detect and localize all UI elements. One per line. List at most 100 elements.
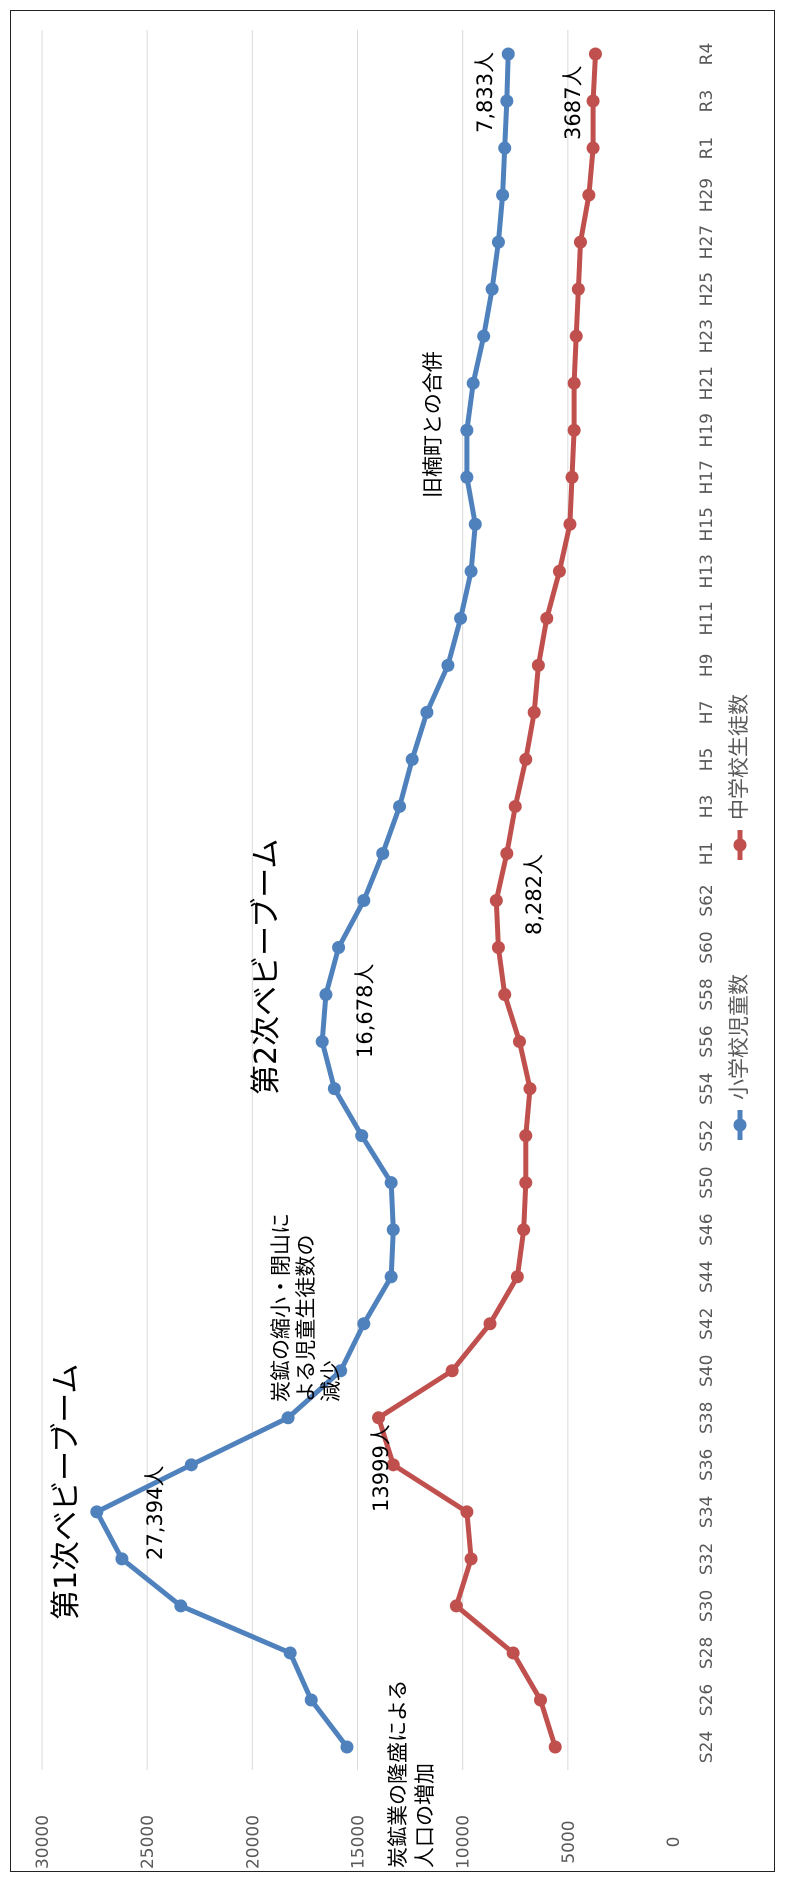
data-point: [281, 1411, 295, 1425]
data-point: [491, 235, 505, 249]
data-point: [327, 1082, 341, 1096]
data-point: [500, 846, 514, 860]
data-point: [569, 329, 583, 343]
annotation-second-peak-middle: 8,282人: [522, 854, 546, 935]
data-point: [483, 1317, 497, 1331]
annotation-coal-boom-line2: 人口の増加: [413, 1763, 437, 1868]
data-point: [489, 894, 503, 907]
category-tick-label: R4: [697, 43, 717, 66]
data-point: [586, 94, 600, 108]
data-point: [184, 1458, 198, 1472]
data-point: [464, 1552, 478, 1566]
value-tick-label: 15000: [349, 1815, 369, 1869]
data-point: [460, 470, 474, 484]
category-tick-label: H29: [697, 178, 717, 212]
data-point: [449, 1599, 463, 1613]
value-axis-ticks: 0 5000 10000 15000 20000 25000 30000: [33, 1815, 684, 1869]
category-tick-label: S32: [697, 1543, 717, 1575]
data-point: [90, 1505, 104, 1519]
data-point: [441, 658, 455, 672]
data-point: [552, 564, 566, 578]
data-point: [573, 235, 587, 249]
annotation-peak-middle: 13999人: [369, 1424, 393, 1512]
annotation-coal-decline-line3: 減少: [319, 1360, 343, 1402]
gridlines: [41, 30, 569, 1770]
data-point: [523, 1082, 537, 1096]
annotation-merger: 旧楠町との合併: [421, 351, 445, 498]
data-point: [567, 376, 581, 390]
data-point: [386, 1458, 400, 1472]
data-point: [340, 1740, 354, 1754]
data-point: [485, 282, 499, 296]
category-tick-label: S30: [697, 1590, 717, 1622]
data-point: [334, 1364, 348, 1378]
data-point: [464, 564, 478, 578]
data-point: [496, 188, 510, 202]
data-point: [420, 705, 434, 719]
data-point: [384, 1270, 398, 1284]
data-point: [357, 894, 371, 907]
category-tick-label: S52: [697, 1119, 717, 1151]
category-tick-label: S42: [697, 1308, 717, 1340]
category-tick-label: H9: [697, 654, 717, 678]
category-tick-label: H1: [697, 842, 717, 866]
category-tick-label: H5: [697, 748, 717, 772]
data-point: [588, 47, 602, 61]
data-point: [283, 1646, 297, 1660]
data-point: [517, 1223, 531, 1237]
data-point: [376, 846, 390, 860]
category-tick-label: S56: [697, 1025, 717, 1057]
data-point: [355, 1129, 369, 1143]
category-tick-label: H11: [697, 601, 717, 635]
data-point: [540, 611, 554, 625]
category-tick-label: S50: [697, 1166, 717, 1198]
category-tick-label: S34: [697, 1496, 717, 1528]
data-point: [386, 1223, 400, 1237]
data-point: [405, 752, 419, 766]
annotation-second-baby-boom: 第2次ベビーブーム: [249, 839, 284, 1095]
value-tick-label: 30000: [33, 1815, 53, 1869]
value-tick-label: 0: [664, 1837, 684, 1848]
data-point: [445, 1364, 459, 1378]
data-point: [563, 517, 577, 531]
data-point: [519, 752, 533, 766]
data-point: [304, 1693, 318, 1707]
legend-label: 中学校生徒数: [727, 694, 751, 820]
data-point: [531, 658, 545, 672]
value-tick-label: 20000: [243, 1815, 263, 1869]
data-point: [527, 705, 541, 719]
data-point: [533, 1693, 547, 1707]
data-point: [477, 329, 491, 343]
category-tick-label: H19: [697, 413, 717, 447]
data-point: [548, 1740, 562, 1754]
category-tick-label: S26: [697, 1684, 717, 1716]
data-point: [506, 1646, 520, 1660]
legend-swatch-marker: [733, 838, 747, 852]
legend-label: 小学校児童数: [727, 974, 751, 1100]
annotation-second-peak-primary: 16,678人: [353, 964, 377, 1058]
data-point: [567, 423, 581, 437]
category-tick-label: S28: [697, 1637, 717, 1669]
category-tick-label: H23: [697, 319, 717, 353]
data-point: [500, 94, 514, 108]
data-point: [460, 1505, 474, 1519]
category-tick-label: S36: [697, 1449, 717, 1481]
category-tick-label: H21: [697, 366, 717, 400]
data-point: [501, 47, 515, 61]
value-tick-label: 5000: [559, 1820, 579, 1863]
category-tick-label: H17: [697, 460, 717, 494]
annotation-first-baby-boom: 第1次ベビーブーム: [49, 1364, 84, 1620]
legend-swatch-marker: [733, 1118, 747, 1132]
category-tick-label: S58: [697, 978, 717, 1010]
category-tick-label: H15: [697, 507, 717, 541]
annotation-latest-middle: 3687人: [561, 66, 585, 140]
category-tick-label: S44: [697, 1261, 717, 1293]
category-tick-label: S62: [697, 884, 717, 916]
category-tick-label: S54: [697, 1072, 717, 1104]
category-tick-label: H13: [697, 554, 717, 588]
annotation-peak-primary: 27,394人: [143, 1466, 167, 1560]
category-tick-label: H25: [697, 272, 717, 306]
